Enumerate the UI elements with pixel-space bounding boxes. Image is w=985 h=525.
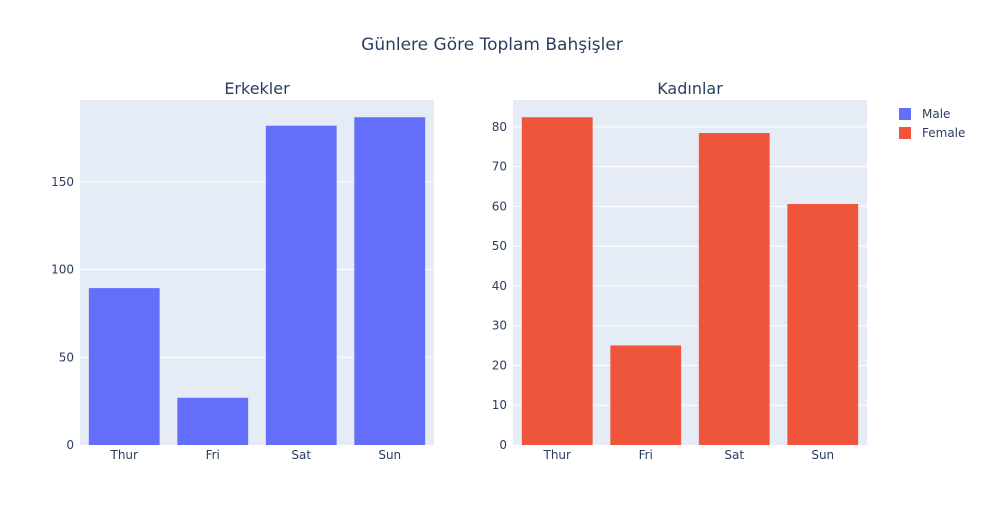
legend-item-male[interactable]: Male (899, 107, 950, 121)
y-tick-label: 40 (492, 279, 507, 293)
y-tick-label: 0 (499, 438, 507, 452)
x-tick-label: Sat (724, 448, 744, 462)
y-tick-label: 50 (59, 350, 74, 364)
subplot-2: 0 10 20 30 40 50 60 70 80 Thur Fri Sat Sun Kadınlar (492, 79, 867, 462)
x-tick-label: Thur (543, 448, 572, 462)
y-tick-label: 100 (51, 263, 74, 277)
y-tick-label: 0 (66, 438, 74, 452)
y-tick-label: 70 (492, 160, 507, 174)
bar-sun-male[interactable] (354, 117, 426, 445)
x-tick-label: Fri (206, 448, 220, 462)
y-tick-label: 50 (492, 239, 507, 253)
x-tick-label: Fri (639, 448, 653, 462)
bar-sun-female[interactable] (787, 203, 859, 445)
x-tick-label: Thur (110, 448, 139, 462)
x-tick-label: Sun (811, 448, 834, 462)
bar-fri-male[interactable] (177, 397, 249, 445)
bar-fri-female[interactable] (610, 345, 682, 445)
chart-title: Günlere Göre Toplam Bahşişler (361, 35, 623, 55)
legend-swatch (899, 108, 911, 120)
x-tick-label: Sat (291, 448, 311, 462)
y-tick-label: 10 (492, 398, 507, 412)
legend[interactable]: Male Female (899, 107, 965, 140)
bar-thur-male[interactable] (88, 288, 160, 445)
legend-swatch (899, 127, 911, 139)
bar-thur-female[interactable] (521, 117, 593, 446)
y-tick-label: 30 (492, 319, 507, 333)
subplot-1: 0 50 100 150 Thur Fri Sat Sun Erkekler (51, 79, 434, 462)
y-tick-label: 80 (492, 120, 507, 134)
y-tick-label: 60 (492, 199, 507, 213)
y-tick-label: 20 (492, 358, 507, 372)
legend-label: Male (922, 107, 950, 121)
legend-item-female[interactable]: Female (899, 126, 965, 140)
legend-label: Female (922, 126, 965, 140)
y-tick-label: 150 (51, 175, 74, 189)
x-tick-label: Sun (378, 448, 401, 462)
bar-sat-male[interactable] (265, 125, 337, 446)
subplot-title: Erkekler (224, 79, 290, 98)
bar-sat-female[interactable] (698, 133, 770, 445)
subplot-title: Kadınlar (657, 79, 723, 98)
